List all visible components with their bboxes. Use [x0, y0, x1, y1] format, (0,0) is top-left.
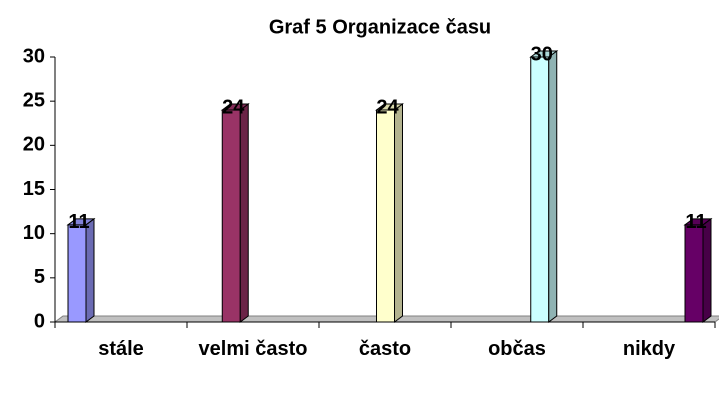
y-tick-label: 5 [34, 266, 45, 288]
bar-top [529, 50, 559, 58]
x-tick-label-box: občas [488, 338, 546, 360]
bar [529, 50, 559, 323]
bar-top [66, 218, 96, 226]
bar [66, 217, 96, 323]
bar-front [221, 109, 241, 323]
bar [683, 217, 713, 323]
bar-front [67, 224, 87, 323]
x-tick-label: občas [488, 338, 546, 360]
x-tick-label-box: stále [98, 338, 144, 360]
bar-front [684, 224, 704, 323]
x-tick-label: často [358, 338, 412, 360]
bar-side [702, 217, 712, 323]
x-tick-label-box: nikdy [622, 338, 676, 360]
data-label: 24 [376, 96, 399, 118]
bar-side [85, 217, 95, 323]
bar-top [683, 218, 713, 226]
bar-front [376, 109, 395, 323]
x-tick-label-box: často [358, 338, 412, 360]
bar [220, 103, 250, 323]
x-tick-label: stále [98, 338, 144, 360]
data-label: 30 [531, 43, 553, 65]
bar [375, 103, 404, 323]
x-tick-label-box: velmi často [198, 338, 308, 360]
y-tick-label: 25 [23, 89, 45, 111]
x-tick-label: nikdy [622, 338, 676, 360]
x-tick-label: velmi často [198, 338, 308, 360]
chart-title: Graf 5 Organizace času [269, 16, 491, 38]
y-tick-label: 0 [34, 310, 45, 332]
bar-front [530, 56, 550, 323]
y-tick-label: 10 [23, 222, 45, 244]
data-label: 24 [222, 96, 245, 118]
bar-side [394, 103, 403, 323]
bar-top [220, 103, 250, 111]
data-label: 11 [68, 211, 89, 233]
y-tick-label: 15 [23, 178, 45, 200]
y-tick-label: 30 [23, 45, 45, 67]
data-label: 11 [685, 211, 706, 233]
bar-side [239, 103, 249, 323]
bar-top [375, 103, 404, 111]
bar-side [548, 50, 558, 323]
y-tick-label: 20 [23, 134, 45, 156]
